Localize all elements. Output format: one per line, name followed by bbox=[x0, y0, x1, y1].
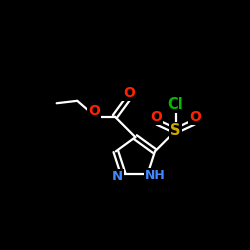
Text: Cl: Cl bbox=[168, 97, 184, 112]
Text: S: S bbox=[170, 123, 181, 138]
Text: O: O bbox=[189, 110, 201, 124]
Text: O: O bbox=[88, 104, 100, 118]
Text: O: O bbox=[124, 86, 135, 100]
Text: N: N bbox=[112, 170, 123, 183]
Text: NH: NH bbox=[144, 169, 165, 182]
Text: O: O bbox=[150, 110, 162, 124]
